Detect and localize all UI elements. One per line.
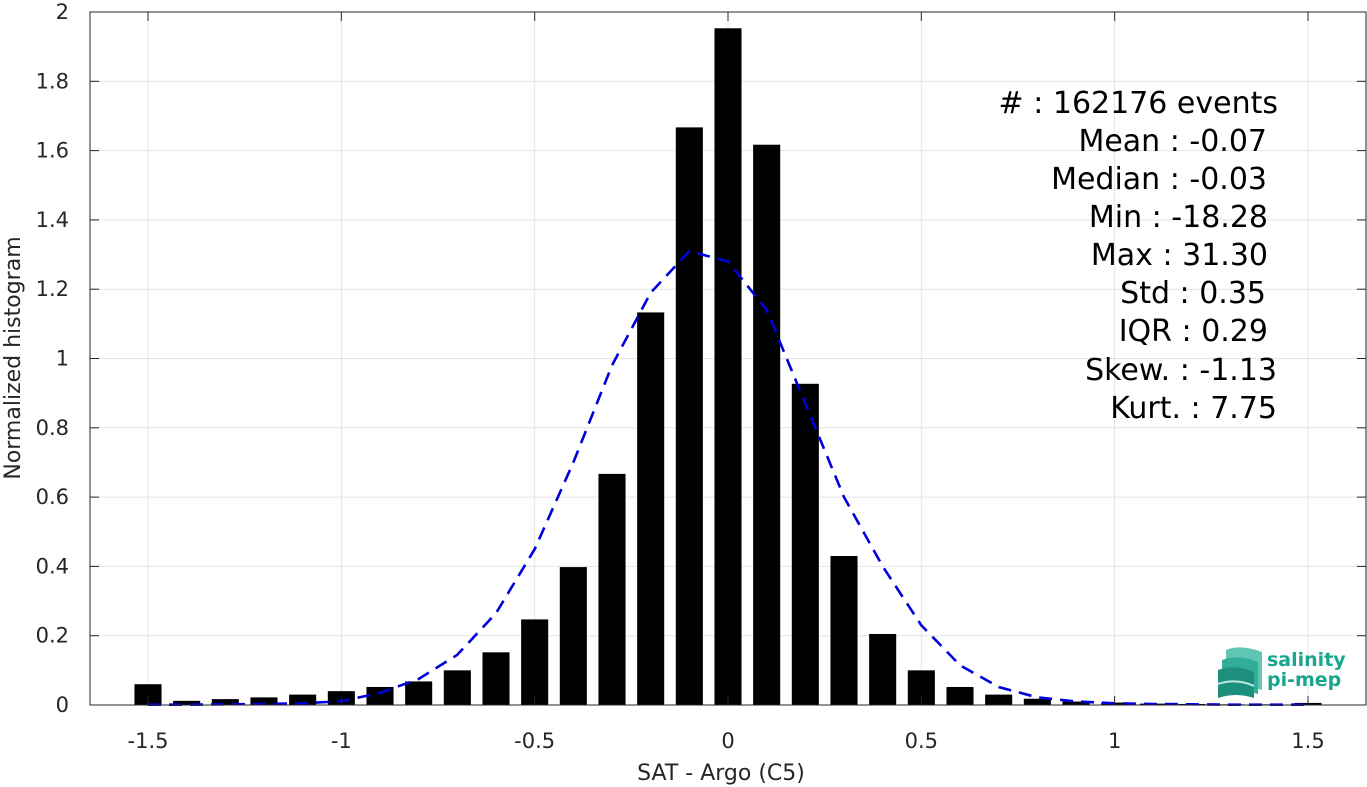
histogram-bar	[521, 619, 549, 705]
x-tick-label: 1	[1108, 729, 1121, 753]
histogram-bars	[134, 28, 1322, 706]
stat-skew: Skew. : -1.13	[1085, 353, 1277, 388]
x-tick-label: 0	[721, 729, 734, 753]
y-tick-label: 1.6	[36, 139, 69, 163]
axis-ticks: -1.5 -1 -0.5 0 0.5 1 1.5 0 0.2 0.4 0.6 0.8 1 1.2 1.4 1.…	[36, 0, 1366, 753]
x-axis-label: SAT - Argo (C5)	[637, 761, 805, 786]
histogram-bar	[482, 652, 510, 705]
y-axis-label: Normalized histogram	[1, 236, 26, 479]
histogram-bar	[714, 28, 742, 705]
y-tick-label: 1.4	[36, 208, 69, 232]
stat-std: Std : 0.35	[1120, 276, 1266, 311]
histogram-bar	[134, 684, 162, 705]
y-tick-label: 1.8	[36, 69, 69, 93]
logo-text-line1: salinity	[1267, 649, 1346, 671]
histogram-bar	[791, 383, 819, 705]
x-tick-label: -0.5	[514, 729, 555, 753]
stat-min: Min : -18.28	[1089, 200, 1268, 235]
histogram-bar	[405, 681, 433, 705]
salinity-pimep-logo: salinity pi-mep	[1217, 647, 1346, 698]
histogram-bar	[946, 686, 974, 705]
histogram-bar	[985, 694, 1013, 705]
stat-median: Median : -0.03	[1051, 162, 1267, 197]
histogram-bar	[250, 697, 278, 705]
histogram-bar	[559, 567, 587, 705]
histogram-bar	[289, 694, 317, 705]
y-tick-label: 0.8	[36, 416, 69, 440]
histogram-bar	[637, 312, 665, 705]
histogram-bar	[675, 127, 703, 705]
y-tick-label: 1.2	[36, 277, 69, 301]
stat-max: Max : 31.30	[1091, 238, 1268, 273]
histogram-bar	[1062, 701, 1090, 705]
histogram-bar	[869, 633, 897, 705]
x-tick-label: -1.5	[128, 729, 169, 753]
stat-kurt: Kurt. : 7.75	[1110, 391, 1277, 426]
histogram-bar	[1023, 698, 1051, 705]
x-tick-label: 0.5	[905, 729, 938, 753]
x-tick-label: 1.5	[1291, 729, 1324, 753]
histogram-bar	[173, 700, 201, 705]
x-tick-label: -1	[331, 729, 352, 753]
histogram-bar	[598, 473, 626, 705]
stats-box: # : 162176 events Mean : -0.07 Median : …	[999, 86, 1278, 426]
y-tick-label: 0.2	[36, 624, 69, 648]
y-tick-label: 0	[56, 693, 69, 717]
histogram-bar	[753, 144, 781, 706]
y-tick-label: 0.6	[36, 485, 69, 509]
histogram-bar	[443, 670, 471, 705]
logo-text-line2: pi-mep	[1267, 669, 1341, 691]
stat-iqr: IQR : 0.29	[1119, 314, 1268, 349]
histogram-bar	[211, 699, 239, 705]
y-tick-label: 1	[56, 347, 69, 371]
wave-icon	[1217, 647, 1262, 698]
stat-count: # : 162176 events	[999, 86, 1278, 121]
y-tick-label: 0.4	[36, 554, 69, 578]
histogram-bar	[830, 556, 858, 705]
stat-mean: Mean : -0.07	[1078, 124, 1267, 159]
y-tick-label: 2	[56, 0, 69, 24]
